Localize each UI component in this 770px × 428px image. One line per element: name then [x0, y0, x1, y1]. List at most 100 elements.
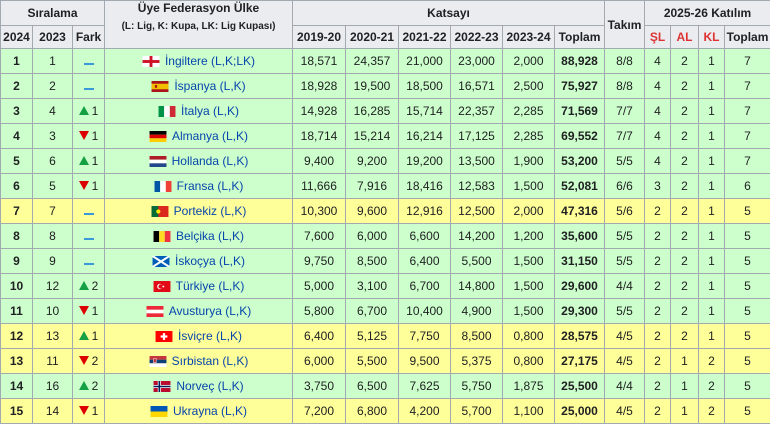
country-cell: İsviçre (L,K) — [104, 323, 293, 349]
country-cell: Norveç (L,K) — [104, 373, 293, 399]
total-points-cell: 35,600 — [553, 223, 606, 249]
rank-change-cell: 1 — [72, 123, 105, 149]
arrow-down-icon — [78, 181, 89, 191]
teams-cell: 5/6 — [604, 198, 646, 224]
country-link[interactable]: Sırbistan (L,K) — [171, 354, 249, 368]
rank-2023-cell: 12 — [32, 273, 73, 299]
season-points-cell: 9,600 — [345, 198, 399, 224]
rank-change — [83, 238, 94, 240]
season-header: 2019-20 — [292, 25, 346, 49]
season-points-cell: 2,285 — [502, 123, 555, 149]
rank-change-cell: 2 — [72, 373, 105, 399]
season-points-cell: 14,800 — [450, 273, 503, 299]
rank-change — [83, 88, 94, 90]
total-points-cell: 28,575 — [553, 323, 606, 349]
rank-change-cell — [72, 198, 105, 224]
season-points-cell: 1,875 — [502, 373, 555, 399]
al-cell: 2 — [670, 223, 700, 249]
kl-cell: 1 — [698, 73, 726, 99]
country-link[interactable]: Portekiz (L,K) — [173, 204, 247, 218]
al-cell: 2 — [670, 198, 700, 224]
rank-change-value: 1 — [91, 153, 99, 168]
federation-header: Üye Federasyon Ülke (L: Lig, K: Kupa, LK… — [104, 0, 293, 49]
rank-2024-cell: 7 — [0, 198, 33, 224]
rank-change: 1 — [78, 178, 99, 193]
table-row: 9 9 İskoçya (L,K) 9,750 8,500 6,400 5,500 1,500… — [0, 248, 770, 274]
total-points-cell: 53,200 — [553, 148, 606, 174]
kl-cell: 2 — [698, 348, 726, 374]
country-cell: Portekiz (L,K) — [104, 198, 293, 224]
country-link[interactable]: İtalya (L,K) — [180, 104, 240, 118]
season-points-cell: 6,700 — [398, 273, 451, 299]
participation-total-cell: 5 — [724, 298, 770, 324]
no-change-icon — [83, 88, 94, 90]
country-link[interactable]: Türkiye (L,K) — [175, 279, 245, 293]
table-row: 14 16 2 Norveç (L,K) 3,750 6,500 7,625 5,750 1,8… — [0, 373, 770, 399]
rank-change-cell: 2 — [72, 348, 105, 374]
sl-cell: 4 — [644, 98, 672, 124]
participation-total-cell: 5 — [724, 398, 770, 424]
season-points-cell: 6,400 — [398, 248, 451, 274]
table-row: 4 3 1 Almanya (L,K) 18,714 15,214 16,214 17,125… — [0, 123, 770, 149]
total-points-cell: 75,927 — [553, 73, 606, 99]
table-row: 2 2 İspanya (L,K) 18,928 19,500 18,500 16,571 2… — [0, 73, 770, 99]
teams-cell: 7/7 — [604, 123, 646, 149]
country-link[interactable]: Norveç (L,K) — [176, 379, 244, 393]
season-points-cell: 1,100 — [502, 398, 555, 424]
rank-2024-cell: 3 — [0, 98, 33, 124]
table-row: 10 12 2 Türkiye (L,K) 5,000 3,100 6,700 14,800 1… — [0, 273, 770, 299]
rank-change-cell — [72, 73, 105, 99]
participation-total-cell: 7 — [724, 98, 770, 124]
coefficient-group-header: Katsayı — [291, 0, 606, 26]
season-points-cell: 18,416 — [398, 173, 451, 199]
kl-cell: 1 — [698, 223, 726, 249]
table-row: 8 8 Belçika (L,K) 7,600 6,000 6,600 14,200 1,20… — [0, 223, 770, 249]
rank-2024-cell: 1 — [0, 48, 33, 74]
country-link[interactable]: Hollanda (L,K) — [171, 154, 249, 168]
al-cell: 2 — [670, 273, 700, 299]
teams-cell: 5/5 — [604, 248, 646, 274]
table-body: 1 1 İngiltere (L,K;LK) 18,571 24,357 21,000 23… — [0, 48, 770, 424]
rank-2023-cell: 9 — [32, 248, 73, 274]
netherlands-flag-icon — [149, 156, 167, 167]
rank-2023-cell: 13 — [32, 323, 73, 349]
country-link[interactable]: Belçika (L,K) — [175, 229, 245, 243]
al-cell: 1 — [670, 348, 700, 374]
season-points-cell: 9,500 — [398, 348, 451, 374]
total-points-cell: 88,928 — [553, 48, 606, 74]
country-link[interactable]: İskoçya (L,K) — [174, 254, 246, 268]
season-points-cell: 1,500 — [502, 248, 555, 274]
season-points-cell: 18,500 — [398, 73, 451, 99]
season-points-cell: 1,500 — [502, 273, 555, 299]
country-link[interactable]: İsviçre (L,K) — [177, 329, 242, 343]
season-points-cell: 0,800 — [502, 348, 555, 374]
table-row: 12 13 1 İsviçre (L,K) 6,400 5,125 7,750 8,500 0,… — [0, 323, 770, 349]
sl-cell: 4 — [644, 123, 672, 149]
al-cell: 1 — [670, 398, 700, 424]
country-link[interactable]: Avusturya (L,K) — [168, 304, 252, 318]
season-points-cell: 7,200 — [292, 398, 346, 424]
rank-change — [83, 213, 94, 215]
season-points-cell: 23,000 — [450, 48, 503, 74]
rank-change: 1 — [78, 104, 98, 118]
rank-change-value: 1 — [91, 178, 99, 193]
country-link[interactable]: İngiltere (L,K;LK) — [164, 54, 256, 68]
country-cell: Almanya (L,K) — [104, 123, 293, 149]
season-points-cell: 1,500 — [502, 298, 555, 324]
season-points-cell: 0,800 — [502, 323, 555, 349]
country-link[interactable]: Fransa (L,K) — [176, 179, 244, 193]
kl-cell: 2 — [698, 373, 726, 399]
country-link[interactable]: Almanya (L,K) — [171, 129, 249, 143]
season-points-cell: 5,800 — [292, 298, 346, 324]
season-points-cell: 1,200 — [502, 223, 555, 249]
sl-cell: 2 — [644, 323, 672, 349]
country-link[interactable]: İspanya (L,K) — [174, 79, 246, 93]
rank-change: 2 — [78, 354, 98, 368]
year-2023-header: 2023 — [32, 25, 73, 49]
france-flag-icon — [154, 181, 172, 192]
rank-2024-cell: 14 — [0, 373, 33, 399]
season-points-cell: 24,357 — [345, 48, 399, 74]
rank-2023-cell: 2 — [32, 73, 73, 99]
rank-2023-cell: 10 — [32, 298, 73, 324]
country-link[interactable]: Ukrayna (L,K) — [172, 404, 248, 418]
